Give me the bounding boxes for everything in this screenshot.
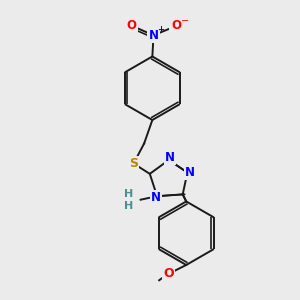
- Text: N: N: [165, 151, 175, 164]
- Text: +: +: [157, 25, 164, 34]
- Text: N: N: [151, 191, 161, 204]
- Text: −: −: [181, 16, 189, 26]
- Text: O: O: [171, 20, 181, 32]
- Text: N: N: [185, 166, 195, 179]
- Text: S: S: [129, 157, 138, 170]
- Text: H: H: [124, 189, 134, 199]
- Text: O: O: [126, 20, 136, 32]
- Text: N: N: [148, 29, 158, 42]
- Text: O: O: [163, 267, 174, 280]
- Text: H: H: [124, 201, 134, 211]
